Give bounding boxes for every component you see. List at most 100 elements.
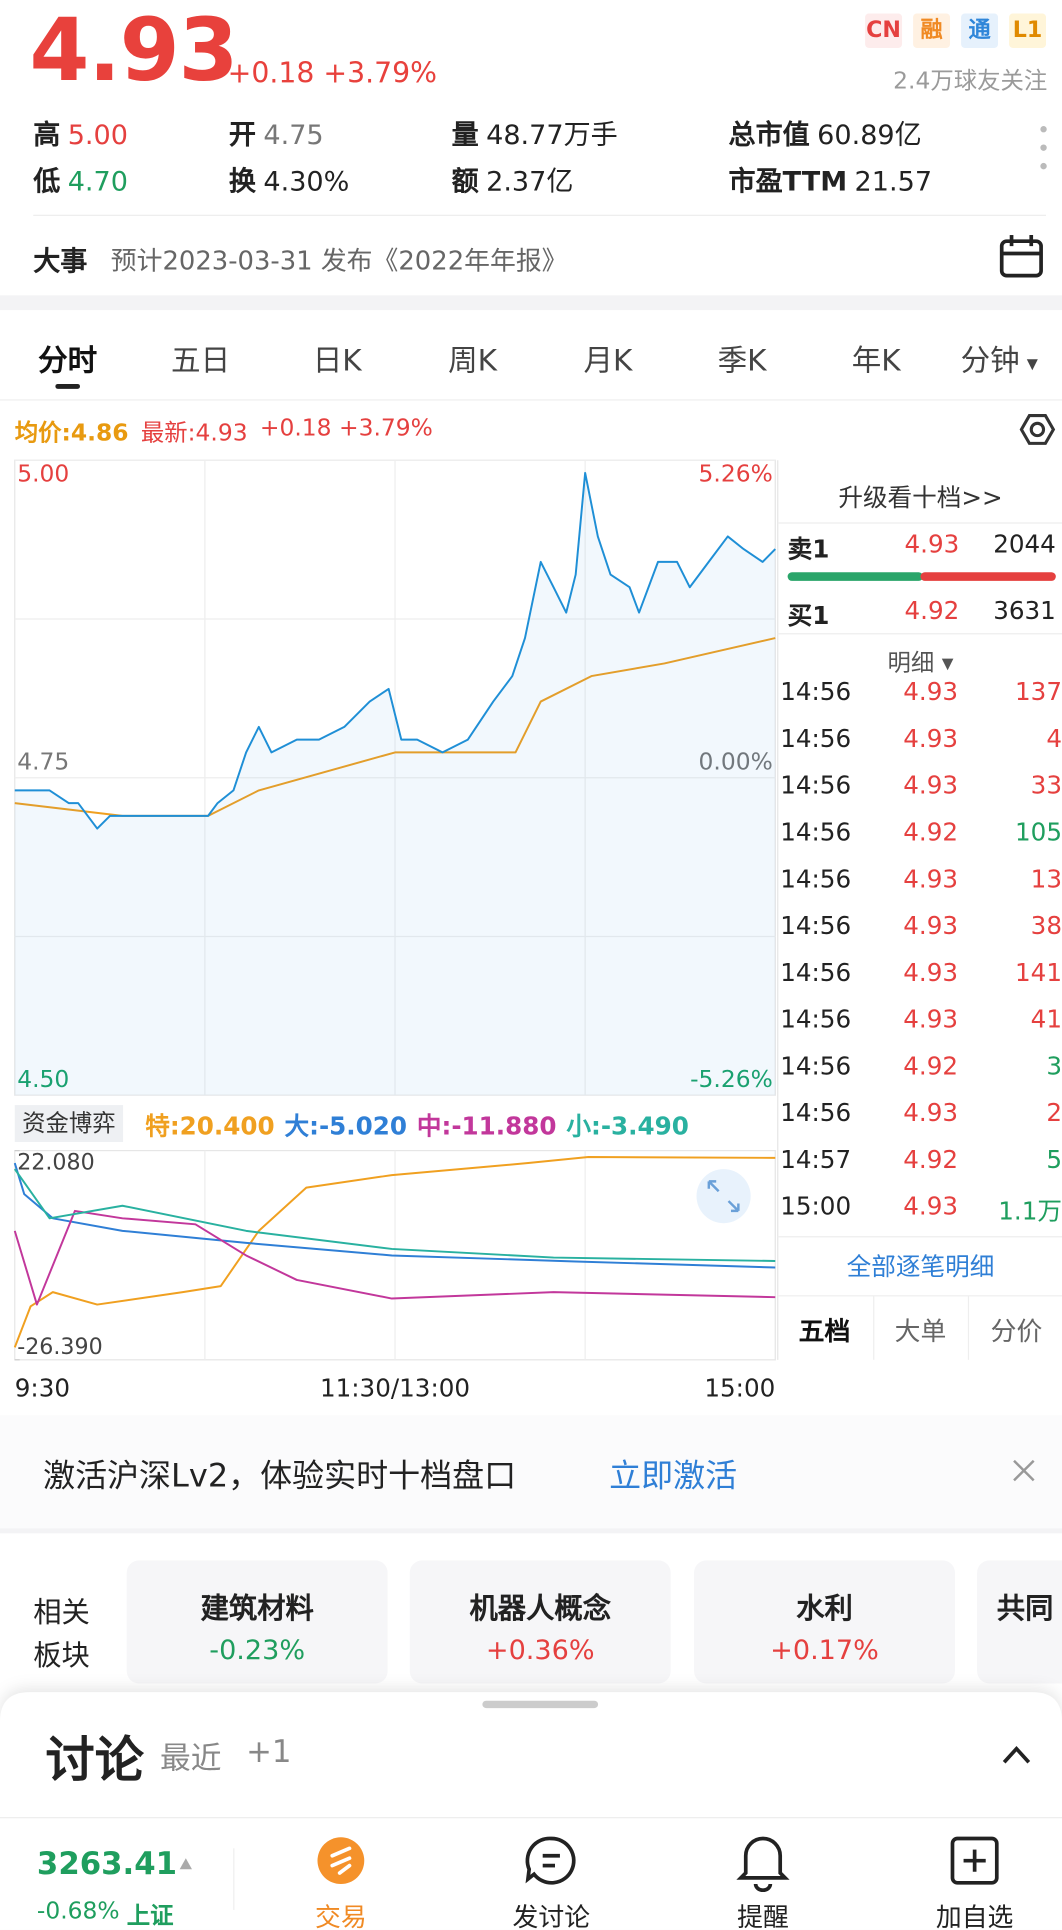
trade-volume: 5: [1046, 1144, 1062, 1174]
y2-tick-label: 0.00%: [699, 747, 773, 775]
trade-time: 14:56: [780, 817, 852, 847]
trade-price: 4.92: [903, 1144, 959, 1174]
level-label: 买1: [787, 600, 830, 631]
flow-legend: 特:20.400 大:-5.020 中:-11.880 小:-3.490: [145, 1106, 689, 1142]
expand-icon[interactable]: [696, 1169, 751, 1224]
trade-time: 14:56: [780, 910, 852, 941]
upgrade-link[interactable]: 升级看十档>>: [838, 482, 1003, 512]
price: 4.93: [29, 0, 239, 101]
sectors-label: 板块: [33, 1640, 90, 1673]
trade-price: 4.93: [903, 910, 959, 941]
book-tab[interactable]: 分价: [990, 1316, 1043, 1347]
alert-icon[interactable]: [736, 1836, 790, 1892]
tab[interactable]: 季K: [717, 343, 767, 378]
followers: 2.4万球友关注: [893, 67, 1048, 95]
nav-item[interactable]: 发讨论: [512, 1902, 591, 1930]
tab[interactable]: 年K: [851, 343, 901, 378]
detail-toggle[interactable]: 明细 ▾: [887, 649, 954, 677]
stat: 总市值 60.89亿: [729, 113, 922, 152]
tab[interactable]: 五日: [171, 343, 231, 378]
book-tab[interactable]: 五档: [798, 1316, 851, 1347]
level-volume: 2044: [993, 529, 1056, 559]
banner-text: 激活沪深Lv2，体验实时十档盘口: [43, 1458, 517, 1496]
bid-bar: [787, 572, 923, 581]
collapse-icon[interactable]: [1002, 1745, 1031, 1764]
index-name: 上证: [126, 1902, 174, 1930]
calendar-icon[interactable]: [999, 235, 1043, 278]
trade-price: 4.93: [903, 863, 959, 894]
line: [13, 1209, 776, 1306]
tab[interactable]: 月K: [583, 343, 633, 378]
trade-time: 14:56: [780, 678, 852, 707]
sector-card[interactable]: [694, 1560, 955, 1684]
trade-volume: 4: [1046, 723, 1062, 754]
flow-title: 资金博弈: [14, 1105, 124, 1142]
trade-price: 4.93: [903, 957, 959, 987]
stat: 量 48.77万手: [452, 113, 618, 152]
trade-list: 14:56 4.93 137 14:56 4.93 4 14:56 4.93 33 14:56 4.…: [778, 678, 1062, 1234]
stat-label: 开: [228, 120, 256, 152]
sectors-label: 相关: [33, 1597, 90, 1630]
tag: 融: [913, 13, 951, 48]
banner-action[interactable]: 立即激活: [609, 1458, 738, 1496]
legend-entry: 小:-3.490: [566, 1111, 689, 1141]
settings-icon[interactable]: [1019, 414, 1056, 445]
stat-label: 额: [451, 167, 479, 199]
trade-volume: 105: [1015, 817, 1062, 847]
tab[interactable]: 周K: [448, 343, 498, 378]
nav-item[interactable]: 加自选: [935, 1902, 1014, 1930]
sector-card[interactable]: [409, 1560, 671, 1684]
legend-change: +0.18 +3.79%: [259, 414, 433, 442]
trade-volume: 2: [1046, 1097, 1062, 1128]
post-icon[interactable]: [525, 1836, 576, 1885]
line: [13, 1162, 776, 1269]
stat-value: 4.70: [67, 167, 128, 199]
trade-price: 4.93: [903, 1191, 959, 1221]
x-tick-label: 9:30: [15, 1373, 70, 1402]
index-value[interactable]: 3263.41: [36, 1845, 178, 1882]
trade-volume: 141: [1015, 957, 1062, 987]
watchlist-icon[interactable]: [950, 1836, 999, 1885]
sector-name: 建筑材料: [200, 1593, 314, 1626]
tag: CN: [865, 13, 903, 48]
trade-volume: 1.1万: [998, 1196, 1062, 1226]
all-trades-link[interactable]: 全部逐笔明细: [846, 1251, 995, 1282]
stat-label: 换: [228, 167, 256, 199]
trade-price: 4.93: [903, 770, 959, 800]
sector-change: +0.36%: [485, 1635, 595, 1667]
trade-icon[interactable]: [317, 1837, 365, 1885]
stat-value: 5.00: [67, 120, 128, 152]
tab[interactable]: 分钟 ▾: [960, 343, 1038, 378]
stat-value: 4.30%: [263, 167, 350, 199]
sector-name: 机器人概念: [469, 1593, 611, 1626]
stat-value: 48.77万手: [486, 120, 618, 152]
y-tick-label: 22.080: [17, 1149, 94, 1175]
stat-label: 市盈TTM: [728, 167, 848, 199]
event-label: 大事: [33, 247, 88, 279]
trade-volume: 41: [1030, 1004, 1062, 1034]
stat-label: 量: [451, 120, 479, 152]
sector-card[interactable]: [126, 1560, 388, 1684]
trade-price: 4.93: [903, 723, 959, 754]
legend-entry: 最新:4.93: [140, 419, 248, 447]
sheet-handle[interactable]: [482, 1700, 599, 1709]
level-price: 4.93: [904, 529, 960, 559]
discussion-title: 讨论: [45, 1732, 144, 1790]
trade-price: 4.93: [903, 1097, 959, 1128]
trade-price: 4.93: [903, 678, 959, 707]
y-tick-label: 5.00: [17, 460, 69, 488]
tab[interactable]: 日K: [312, 343, 362, 378]
close-icon[interactable]: [1013, 1459, 1035, 1482]
tab[interactable]: 分时: [38, 343, 98, 378]
trade-time: 14:56: [780, 1050, 852, 1081]
book-tab[interactable]: 大单: [894, 1316, 947, 1347]
trade-time: 14:56: [780, 723, 852, 754]
sector-card[interactable]: [977, 1560, 1062, 1684]
legend-entry: 大:-5.020: [284, 1111, 408, 1141]
y2-tick-label: 5.26%: [699, 460, 773, 488]
trade-volume: 137: [1015, 678, 1062, 707]
more-dots[interactable]: [1040, 126, 1047, 170]
stat: 额 2.37亿: [452, 160, 574, 199]
nav-item[interactable]: 交易: [315, 1902, 367, 1930]
nav-item[interactable]: 提醒: [737, 1902, 789, 1930]
